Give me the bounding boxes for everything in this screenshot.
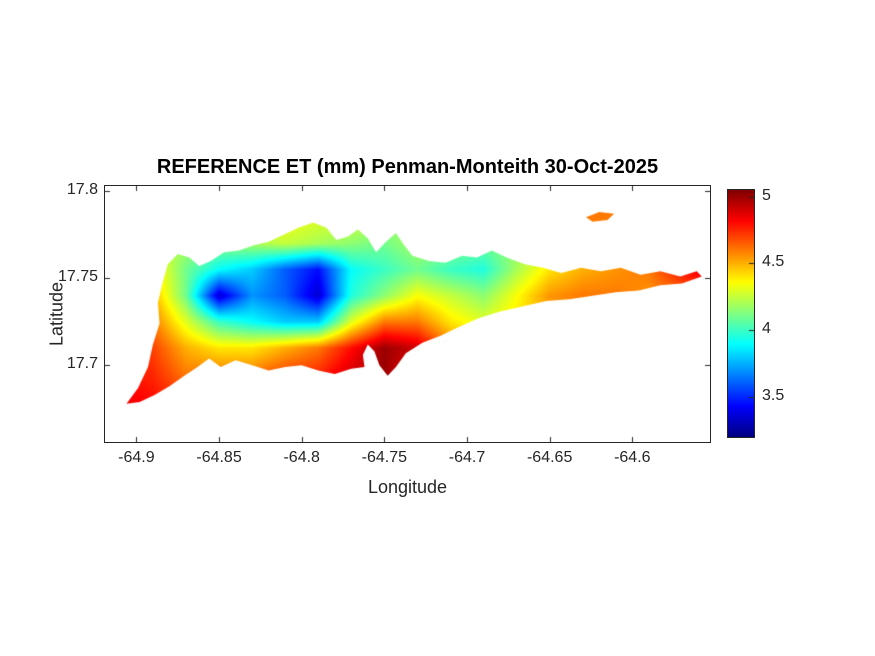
colorbar — [728, 190, 754, 437]
x-tick-label: -64.7 — [448, 449, 486, 466]
y-tick-label: 17.75 — [57, 268, 98, 286]
x-tick-label: -64.75 — [361, 449, 408, 466]
chart-title: REFERENCE ET (mm) Penman-Monteith 30-Oct… — [156, 156, 659, 178]
axes-border — [104, 185, 711, 443]
colorbar-tick-label: 3.5 — [762, 386, 785, 404]
x-tick-label: -64.6 — [614, 449, 651, 466]
heatmap-canvas — [105, 186, 710, 442]
y-axis-label: Latitude — [46, 281, 67, 347]
colorbar-tick-label: 4.5 — [762, 253, 785, 271]
x-tick-label: -64.9 — [118, 449, 155, 466]
colorbar-tick-label: 5 — [762, 186, 771, 204]
y-tick-label: 17.8 — [66, 181, 98, 199]
colorbar-border — [727, 189, 755, 438]
x-tick-label: -64.85 — [196, 449, 242, 466]
x-tick-label: -64.8 — [283, 449, 320, 466]
y-tick-label: 17.7 — [66, 355, 98, 373]
x-tick-label: -64.65 — [526, 449, 573, 466]
colorbar-tick-label: 4 — [762, 320, 771, 338]
x-axis-label: Longitude — [367, 477, 448, 497]
